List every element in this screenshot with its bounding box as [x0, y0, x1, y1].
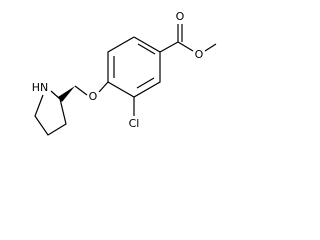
ring	[107, 36, 161, 98]
bond	[74, 85, 88, 96]
atom-label: O	[195, 48, 204, 61]
page: O O Cl O HN (() => { const data = JSON.p…	[31, 10, 217, 136]
atom-label: O	[176, 10, 185, 23]
double-bond	[136, 77, 155, 89]
ring	[34, 90, 67, 136]
bond	[204, 43, 217, 52]
bonds	[34, 24, 217, 136]
atom-label: Cl	[129, 117, 140, 130]
atom-label: HN	[32, 81, 49, 94]
bond	[177, 41, 194, 52]
bond	[159, 41, 179, 53]
double-bond	[137, 43, 156, 55]
structure: O O Cl O HN	[32, 10, 217, 136]
atom-label: O	[89, 90, 98, 103]
bond	[98, 81, 109, 93]
wedge-bond	[58, 86, 75, 102]
